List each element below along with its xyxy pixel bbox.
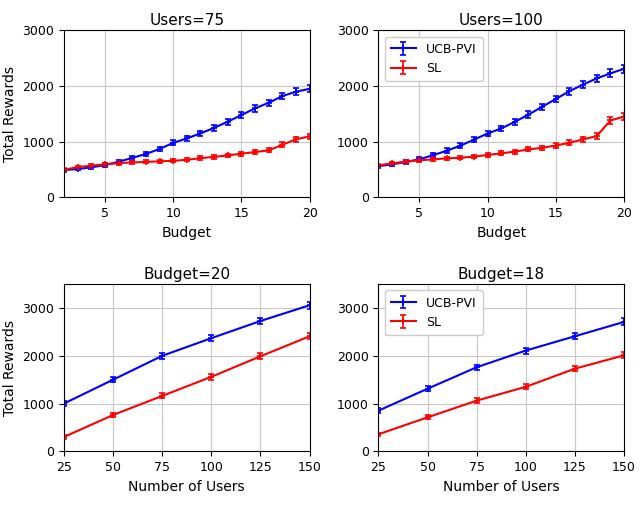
Title: Budget=20: Budget=20 (143, 267, 230, 282)
X-axis label: Number of Users: Number of Users (129, 480, 245, 493)
X-axis label: Budget: Budget (162, 226, 212, 240)
Legend: UCB-PVI, SL: UCB-PVI, SL (385, 291, 483, 335)
Title: Users=100: Users=100 (459, 13, 543, 28)
Title: Budget=18: Budget=18 (458, 267, 545, 282)
Y-axis label: Total Rewards: Total Rewards (3, 66, 17, 162)
Y-axis label: Total Rewards: Total Rewards (3, 320, 17, 416)
X-axis label: Number of Users: Number of Users (443, 480, 559, 493)
Legend: UCB-PVI, SL: UCB-PVI, SL (385, 37, 483, 82)
Title: Users=75: Users=75 (149, 13, 225, 28)
X-axis label: Budget: Budget (476, 226, 526, 240)
